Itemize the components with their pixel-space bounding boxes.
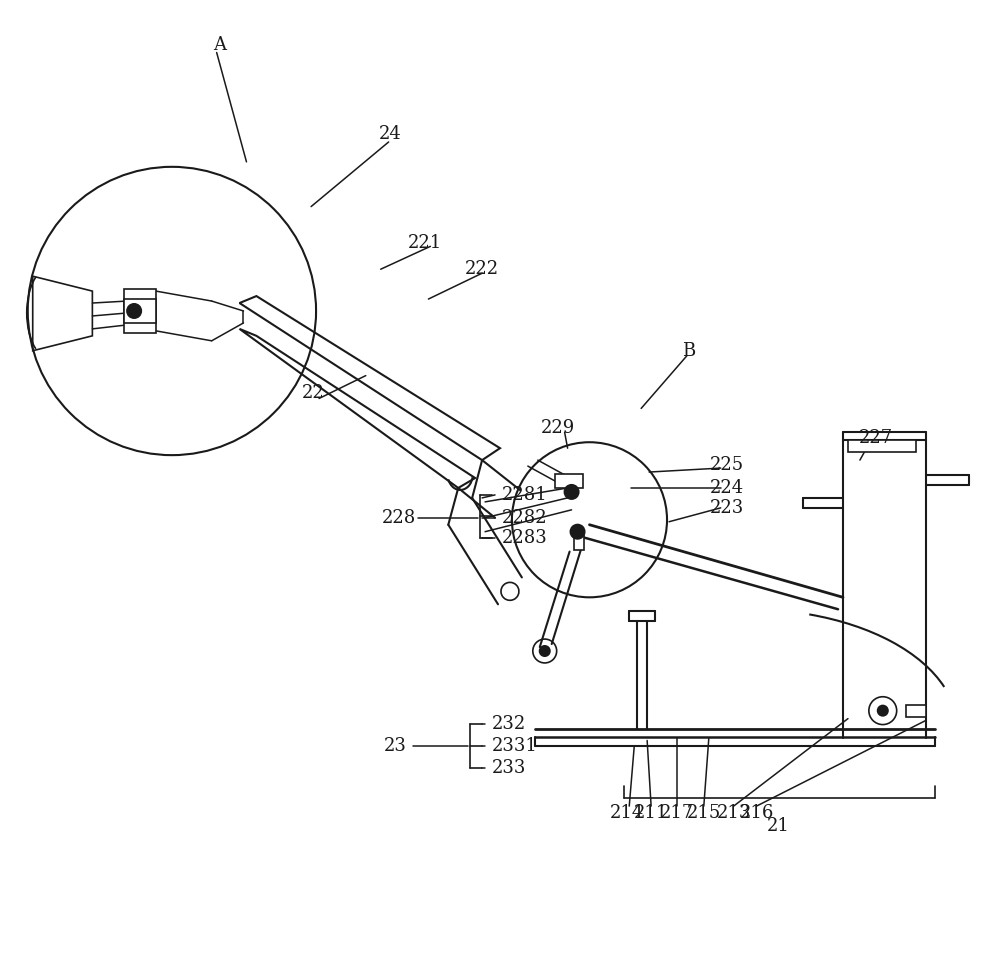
Bar xyxy=(906,705,926,716)
Text: 215: 215 xyxy=(687,804,721,822)
Text: 228: 228 xyxy=(381,509,416,527)
Text: 232: 232 xyxy=(492,714,526,732)
Text: 216: 216 xyxy=(739,804,774,822)
Text: 227: 227 xyxy=(859,429,893,447)
Text: 233: 233 xyxy=(492,759,526,778)
Text: 222: 222 xyxy=(465,260,499,278)
Text: 229: 229 xyxy=(541,420,575,438)
Text: 22: 22 xyxy=(302,383,324,401)
Text: 2283: 2283 xyxy=(502,529,548,546)
Bar xyxy=(555,474,583,488)
Bar xyxy=(124,300,156,323)
Text: 23: 23 xyxy=(384,737,407,756)
Bar xyxy=(574,530,584,549)
Text: 211: 211 xyxy=(634,804,668,822)
Text: 214: 214 xyxy=(610,804,644,822)
Text: A: A xyxy=(213,36,226,54)
Text: 217: 217 xyxy=(660,804,694,822)
Bar xyxy=(848,441,916,452)
Text: 221: 221 xyxy=(408,234,443,252)
Bar xyxy=(124,289,156,333)
Circle shape xyxy=(878,706,888,715)
Text: 21: 21 xyxy=(767,817,790,835)
Text: 213: 213 xyxy=(716,804,751,822)
Circle shape xyxy=(127,304,141,318)
Text: 225: 225 xyxy=(710,456,744,474)
Text: 2331: 2331 xyxy=(492,737,538,756)
Text: 2282: 2282 xyxy=(502,509,548,527)
Text: 224: 224 xyxy=(710,479,744,497)
Circle shape xyxy=(565,485,579,499)
Circle shape xyxy=(540,646,550,656)
Text: 223: 223 xyxy=(710,499,744,516)
Text: B: B xyxy=(682,342,696,360)
Text: 24: 24 xyxy=(379,125,402,143)
Circle shape xyxy=(571,525,585,539)
Text: 2281: 2281 xyxy=(502,486,548,504)
